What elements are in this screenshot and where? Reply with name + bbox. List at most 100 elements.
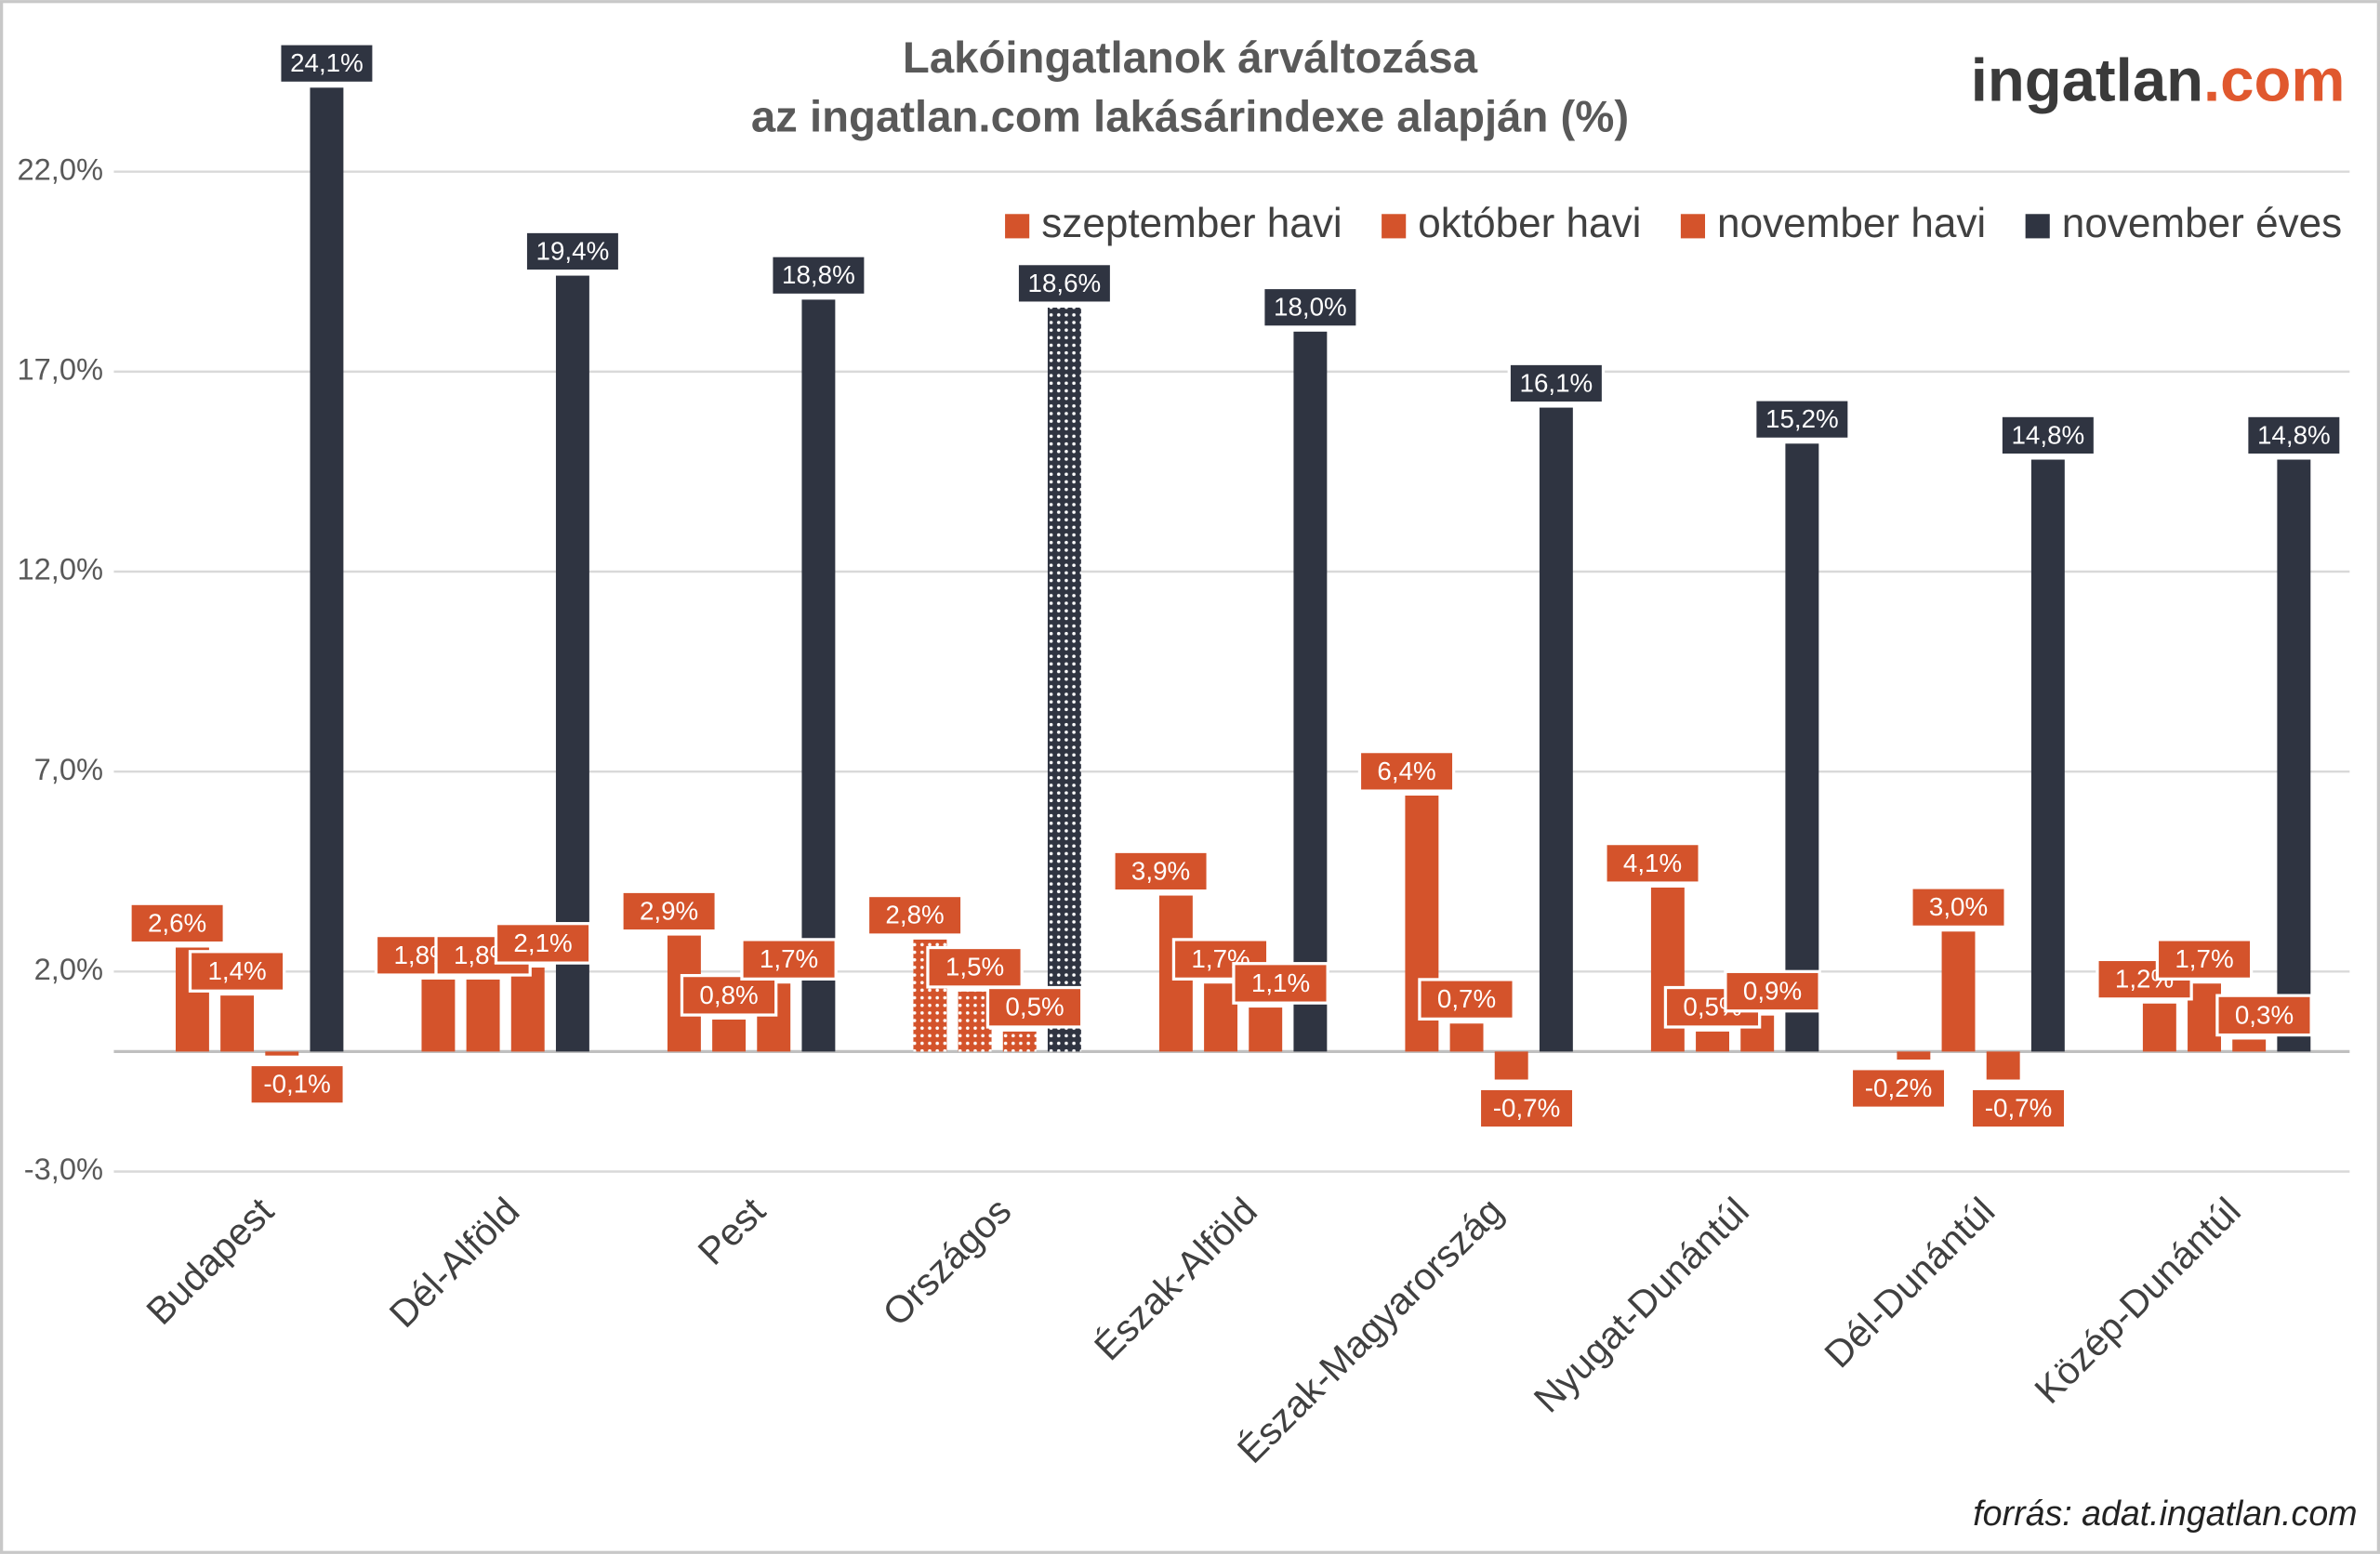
value-label: 18,8% bbox=[782, 260, 855, 289]
value-label: 0,5% bbox=[1005, 993, 1064, 1021]
legend: november éves november havi október havi sz… bbox=[1005, 201, 2342, 246]
bar bbox=[1696, 1031, 1729, 1052]
bar bbox=[1002, 1031, 1037, 1052]
value-label-box bbox=[2245, 414, 2343, 457]
legend-label: szeptember havi bbox=[1041, 201, 1342, 246]
value-label: 1,1% bbox=[1251, 968, 1310, 997]
value-label-box bbox=[1753, 398, 1851, 441]
value-label-box bbox=[248, 1062, 346, 1106]
value-label: 2,8% bbox=[885, 901, 944, 929]
legend-swatch bbox=[1680, 214, 1706, 239]
value-label: 18,6% bbox=[1028, 269, 1102, 297]
value-label-box bbox=[1112, 849, 1210, 893]
value-label: 0,8% bbox=[699, 981, 758, 1009]
y-tick-label: 22,0% bbox=[17, 151, 103, 186]
bar bbox=[2232, 1039, 2267, 1052]
y-tick-label: 2,0% bbox=[34, 952, 103, 986]
value-label: 0,9% bbox=[1743, 977, 1802, 1006]
bar bbox=[2277, 459, 2311, 1052]
value-label: 1,4% bbox=[207, 956, 266, 985]
legend-swatch bbox=[1005, 214, 1030, 239]
value-label-box bbox=[1262, 285, 1359, 329]
value-label: 14,8% bbox=[2257, 420, 2331, 449]
value-label-box bbox=[1604, 841, 1701, 885]
value-label-box bbox=[1357, 750, 1456, 793]
legend-label: november éves bbox=[2062, 201, 2342, 246]
bar bbox=[1449, 1023, 1484, 1052]
value-label-box bbox=[1507, 362, 1606, 405]
value-label: 3,0% bbox=[1929, 892, 1988, 921]
value-label-box bbox=[740, 938, 838, 981]
bar bbox=[220, 995, 255, 1052]
logo: ingatlan.com bbox=[1971, 46, 2346, 114]
logo-accent: .com bbox=[2203, 46, 2345, 114]
value-label-box bbox=[1999, 414, 2097, 457]
value-label: 4,1% bbox=[1623, 849, 1682, 877]
bar bbox=[1539, 407, 1573, 1052]
value-label-box bbox=[926, 945, 1024, 989]
source: forrás: adat.ingatlan.com bbox=[1973, 1494, 2357, 1533]
bar bbox=[466, 979, 500, 1052]
bar bbox=[1249, 1007, 1283, 1052]
value-label: 16,1% bbox=[1520, 368, 1593, 397]
chart-subtitle: az ingatlan.com lakásárindexe alapján (%… bbox=[751, 93, 1629, 142]
value-label: 18,0% bbox=[1274, 293, 1347, 322]
bar bbox=[1494, 1051, 1528, 1080]
bar bbox=[1047, 307, 1081, 1052]
bar bbox=[2030, 459, 2065, 1052]
value-label: 19,4% bbox=[536, 236, 610, 265]
value-label-box bbox=[128, 902, 226, 945]
bar bbox=[510, 968, 545, 1052]
y-tick-label: 12,0% bbox=[17, 552, 103, 586]
bar bbox=[265, 1051, 299, 1056]
value-label: -0,7% bbox=[1493, 1093, 1561, 1122]
value-label-box bbox=[2155, 938, 2254, 981]
y-tick-label: -3,0% bbox=[24, 1152, 103, 1186]
value-label-box bbox=[770, 254, 867, 297]
value-label-box bbox=[1969, 1086, 2068, 1130]
value-label: 3,9% bbox=[1131, 856, 1190, 885]
bar bbox=[958, 991, 992, 1052]
value-label: 2,1% bbox=[513, 928, 572, 957]
value-label: -0,7% bbox=[1985, 1093, 2053, 1122]
value-label: 2,6% bbox=[148, 908, 206, 937]
legend-swatch bbox=[2025, 214, 2050, 239]
value-label: 6,4% bbox=[1377, 757, 1435, 785]
value-label-box bbox=[188, 950, 286, 993]
bar bbox=[1986, 1051, 2020, 1080]
chart-title: Lakóingatlanok árváltozása bbox=[903, 33, 1478, 83]
value-label: 24,1% bbox=[290, 48, 364, 77]
value-label-box bbox=[866, 893, 964, 937]
value-label-box bbox=[1910, 886, 2007, 929]
value-label-box bbox=[1724, 969, 1821, 1013]
value-label-box bbox=[494, 922, 592, 965]
logo-text: ingatlan bbox=[1971, 46, 2203, 114]
bar bbox=[2188, 983, 2221, 1052]
value-label-box bbox=[680, 973, 778, 1017]
value-label: 0,3% bbox=[2235, 1000, 2294, 1029]
bar bbox=[2142, 1003, 2176, 1052]
value-label: -0,1% bbox=[263, 1070, 331, 1099]
value-label-box bbox=[620, 889, 718, 933]
value-label-box bbox=[1232, 962, 1329, 1005]
legend-label: október havi bbox=[1418, 201, 1641, 246]
bar bbox=[1897, 1051, 1931, 1060]
bar bbox=[1941, 931, 1976, 1052]
bar bbox=[801, 299, 836, 1052]
value-label: 2,9% bbox=[640, 896, 698, 925]
bar bbox=[1204, 983, 1238, 1052]
value-label-box bbox=[1015, 262, 1114, 305]
y-tick-label: 7,0% bbox=[34, 752, 103, 786]
value-label-box bbox=[1849, 1067, 1948, 1110]
value-label: 1,5% bbox=[945, 953, 1004, 981]
value-label: 0,7% bbox=[1437, 984, 1496, 1013]
bar bbox=[712, 1019, 747, 1052]
bar bbox=[421, 979, 456, 1052]
value-label: -0,2% bbox=[1865, 1073, 1932, 1102]
value-label: 1,7% bbox=[760, 944, 818, 973]
bar bbox=[1785, 443, 1819, 1052]
value-label-box bbox=[1418, 978, 1515, 1021]
